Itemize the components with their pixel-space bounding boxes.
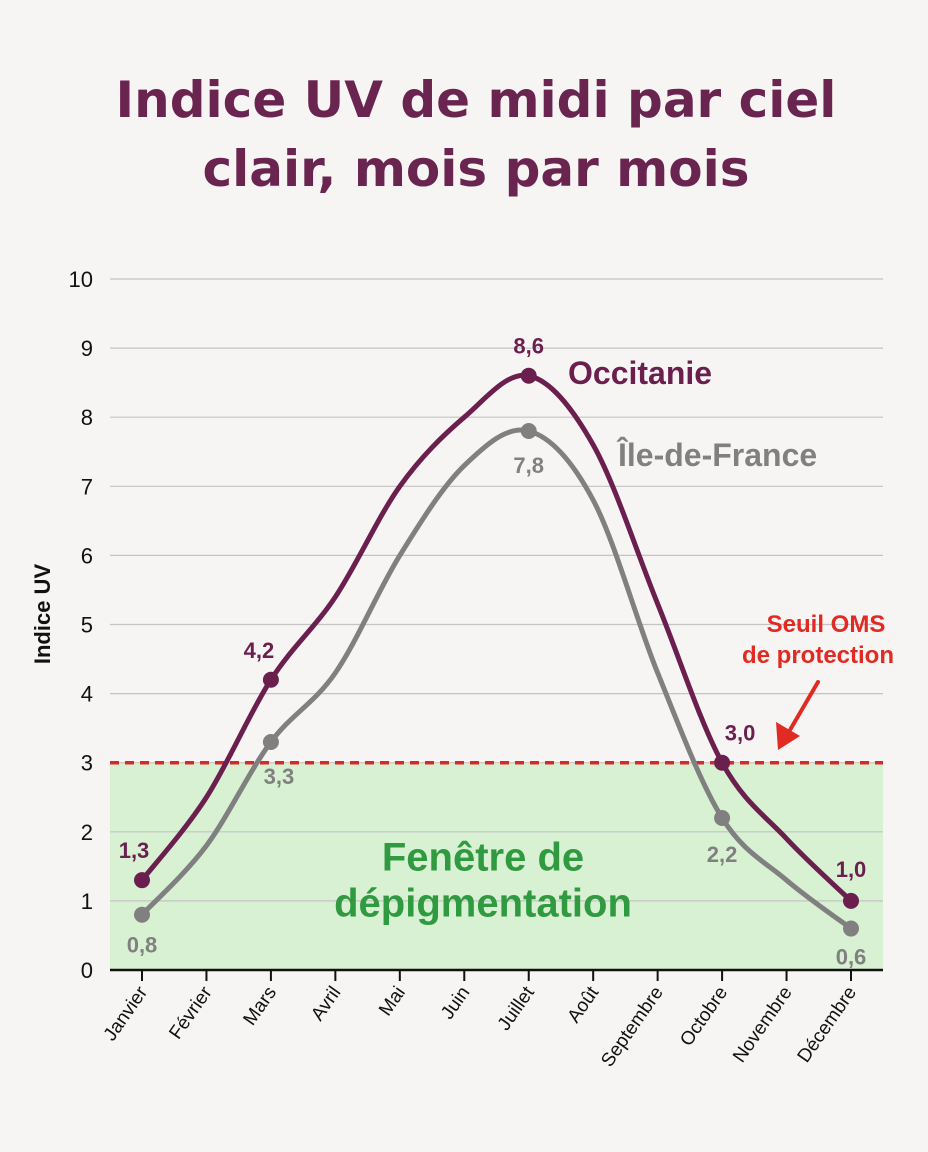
series-point [262, 733, 279, 750]
x-tick-label: Juin [437, 983, 474, 1024]
y-tick-label: 10 [69, 267, 93, 292]
data-label: 0,8 [127, 933, 158, 958]
threshold-label-line-1: Seuil OMS [767, 611, 886, 638]
x-tick-label: Janvier [100, 982, 153, 1045]
data-label: 1,3 [119, 838, 150, 863]
y-tick-label: 9 [81, 336, 93, 361]
y-tick-label: 8 [81, 405, 93, 430]
series-point [134, 872, 150, 889]
series-label-ile-de-france: Île-de-France [616, 437, 817, 473]
y-tick-label: 6 [81, 543, 93, 568]
x-tick-label: Août [564, 982, 604, 1027]
y-tick-label: 3 [81, 751, 93, 776]
y-tick-label: 0 [81, 958, 93, 983]
data-label: 0,6 [836, 945, 867, 970]
data-label: 1,0 [836, 857, 867, 882]
data-label: 7,8 [513, 453, 544, 478]
series-point [714, 754, 731, 771]
series-point [843, 892, 859, 909]
x-tick-label: Septembre [597, 983, 668, 1071]
chart-title-line-2: clair, mois par mois [202, 140, 749, 198]
x-axis-ticks: Janvier Février Mars Avril Mai Juin Juillet Aoû… [100, 970, 861, 1071]
data-label: 3,3 [264, 764, 295, 789]
y-axis-label: Indice UV [30, 564, 55, 665]
series-point [520, 423, 537, 440]
x-tick-label: Octobre [676, 983, 732, 1050]
threshold-annotation: Seuil OMS de protection [742, 611, 894, 750]
zone-label-line-1: Fenêtre de [382, 835, 584, 879]
y-tick-label: 5 [81, 613, 93, 638]
zone-label: Fenêtre de dépigmentation [334, 835, 632, 925]
data-label: 8,6 [513, 334, 544, 359]
data-label: 3,0 [725, 721, 756, 746]
threshold-arrow-head-icon [776, 722, 800, 750]
x-tick-label: Juillet [494, 982, 539, 1034]
series-point [714, 809, 731, 826]
y-tick-label: 7 [81, 474, 93, 499]
series-point [134, 906, 150, 923]
x-tick-label: Mars [240, 983, 281, 1030]
series-0: 1,3 4,2 8,6 3,0 1,0 [119, 334, 867, 909]
x-tick-label: Avril [307, 983, 345, 1025]
series-point [262, 671, 279, 688]
x-tick-label: Novembre [729, 983, 796, 1067]
series-label-occitanie: Occitanie [568, 355, 712, 391]
data-label: 4,2 [244, 638, 275, 663]
y-axis-ticks: 0 1 2 3 4 5 6 7 8 9 10 [69, 267, 93, 983]
threshold-arrow-shaft [788, 680, 820, 732]
x-tick-label: Février [165, 982, 216, 1043]
chart-title-line-1: Indice UV de midi par ciel [116, 71, 837, 129]
chart-title: Indice UV de midi par ciel clair, mois p… [116, 71, 837, 198]
threshold-label-line-2: de protection [742, 642, 894, 669]
zone-label-line-2: dépigmentation [334, 881, 632, 925]
series-point [843, 920, 859, 937]
series-group: 1,3 4,2 8,6 3,0 1,0 0,8 3,3 7,8 2,2 0,6 [119, 334, 867, 970]
series-point [520, 367, 537, 384]
y-tick-label: 1 [81, 889, 93, 914]
y-tick-label: 2 [81, 820, 93, 845]
x-tick-label: Décembre [794, 983, 861, 1067]
x-tick-label: Mai [375, 983, 410, 1020]
y-tick-label: 4 [81, 682, 93, 707]
series-1: 0,8 3,3 7,8 2,2 0,6 [127, 423, 867, 970]
data-label: 2,2 [707, 842, 738, 867]
